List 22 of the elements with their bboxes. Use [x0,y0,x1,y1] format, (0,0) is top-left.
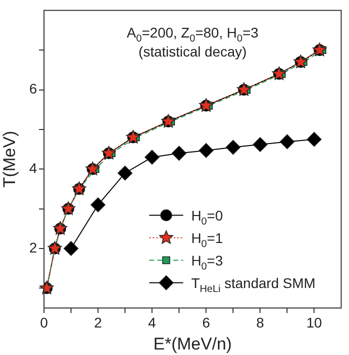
x-tick-label: 2 [94,314,102,330]
point [64,241,78,256]
point [226,140,241,155]
y-tick-label: 2 [29,239,38,256]
x-tick-label: 0 [40,314,48,330]
point [198,143,214,158]
y-tick-label: 6 [29,80,38,97]
y-axis-title: T(MeV) [0,130,19,188]
point [306,132,322,147]
point [252,137,268,152]
y-tick-label: 4 [29,160,38,176]
point [280,134,295,150]
annotation: (statistical decay) [138,43,247,60]
point [90,197,106,212]
x-axis-title: E*(MeV/n) [153,334,232,354]
x-tick-label: 10 [306,314,322,330]
point [118,166,132,180]
point [144,150,160,165]
x-tick-label: 8 [256,314,264,330]
x-tick-label: 4 [148,314,156,330]
x-tick-label: 6 [202,314,210,330]
point [172,146,186,161]
